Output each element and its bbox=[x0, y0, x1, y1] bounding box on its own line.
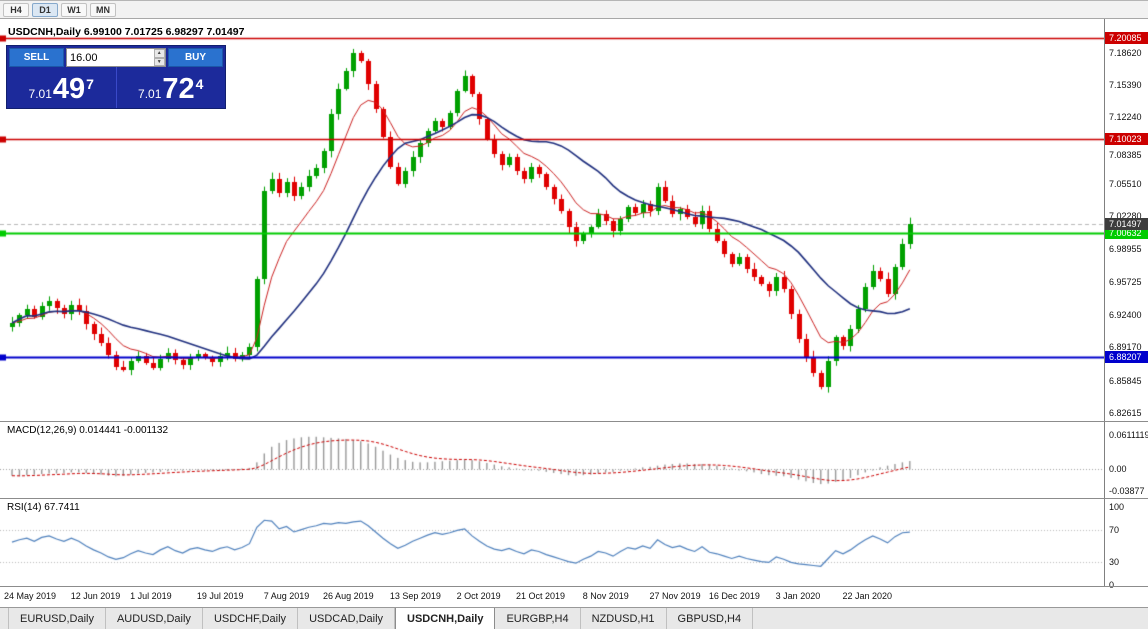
sell-price-prefix: 7.01 bbox=[28, 87, 52, 101]
date-axis-label: 13 Sep 2019 bbox=[389, 591, 441, 601]
date-axis-separator bbox=[0, 586, 1148, 587]
chart-tab-eurusd[interactable]: EURUSD,Daily bbox=[8, 608, 106, 629]
chart-ohlc-title: USDCNH,Daily 6.99100 7.01725 6.98297 7.0… bbox=[8, 26, 245, 38]
chart-tab-usdcnh[interactable]: USDCNH,Daily bbox=[395, 608, 496, 629]
chart-tab-gbpusd[interactable]: GBPUSD,H4 bbox=[667, 608, 754, 629]
price-axis-label: 7.18620 bbox=[1109, 48, 1142, 58]
volume-spin-buttons: ▲ ▼ bbox=[153, 49, 165, 66]
price-axis-label: 7.02280 bbox=[1109, 211, 1142, 221]
volume-input[interactable] bbox=[67, 49, 154, 66]
buy-price-prefix: 7.01 bbox=[138, 87, 162, 101]
price-axis: 7.18620 7.15390 7.12240 7.08385 7.05510 7.022… bbox=[1104, 19, 1148, 590]
timeframe-mn-button[interactable]: MN bbox=[90, 2, 116, 17]
chart-tab-usdcad[interactable]: USDCAD,Daily bbox=[298, 608, 396, 629]
price-axis-badge: 7.20085 bbox=[1105, 32, 1148, 44]
timeframe-h4-button[interactable]: H4 bbox=[3, 2, 29, 17]
chart-tab-audusd[interactable]: AUDUSD,Daily bbox=[106, 608, 203, 629]
date-axis-label: 1 Jul 2019 bbox=[130, 591, 172, 601]
date-axis-label: 26 Aug 2019 bbox=[323, 591, 374, 601]
buy-price-big: 72 bbox=[162, 73, 195, 105]
chart-tab-usdchf[interactable]: USDCHF,Daily bbox=[203, 608, 299, 629]
chart-tab-eurgbp[interactable]: EURGBP,H4 bbox=[495, 608, 581, 629]
buy-price-display[interactable]: 7.01 72 4 bbox=[117, 67, 226, 108]
price-axis-label: 0 bbox=[1109, 580, 1115, 590]
timeframe-w1-button[interactable]: W1 bbox=[61, 2, 87, 17]
price-axis-label: 7.15390 bbox=[1109, 80, 1142, 90]
chart-plot-canvas[interactable] bbox=[0, 19, 1104, 587]
price-axis-badge: 6.88207 bbox=[1105, 351, 1148, 363]
sell-price-sup: 7 bbox=[86, 76, 94, 92]
price-axis-label: -0.03877 bbox=[1109, 486, 1145, 496]
price-axis-badge: 7.10023 bbox=[1105, 133, 1148, 145]
price-axis-label: 7.08385 bbox=[1109, 150, 1142, 160]
date-axis-label: 19 Jul 2019 bbox=[196, 591, 244, 601]
panel-splitter-macd[interactable] bbox=[0, 421, 1148, 422]
sell-button[interactable]: SELL bbox=[9, 48, 64, 67]
date-axis-label: 24 May 2019 bbox=[4, 591, 57, 601]
sell-price-display[interactable]: 7.01 49 7 bbox=[7, 67, 116, 108]
price-axis-badge: 7.01497 bbox=[1105, 218, 1148, 230]
date-axis-label: 16 Dec 2019 bbox=[708, 591, 760, 601]
trade-prices-row: 7.01 49 7 7.01 72 4 bbox=[7, 67, 225, 108]
price-axis-label: 6.85845 bbox=[1109, 376, 1142, 386]
price-axis-label: 6.98955 bbox=[1109, 244, 1142, 254]
price-axis-label: 6.92400 bbox=[1109, 310, 1142, 320]
volume-spinner[interactable]: ▲ ▼ bbox=[66, 48, 166, 67]
date-axis-label: 12 Jun 2019 bbox=[70, 591, 121, 601]
rsi-indicator-label: RSI(14) 67.7411 bbox=[7, 502, 80, 513]
chart-tabs-bar: EURUSD,Daily AUDUSD,Daily USDCHF,Daily USDC… bbox=[0, 607, 1148, 629]
panel-splitter-rsi[interactable] bbox=[0, 498, 1148, 499]
buy-button[interactable]: BUY bbox=[168, 48, 223, 67]
buy-price-sup: 4 bbox=[195, 76, 204, 92]
date-axis-label: 21 Oct 2019 bbox=[515, 591, 566, 601]
price-axis-label: 6.89170 bbox=[1109, 342, 1142, 352]
date-axis-label: 27 Nov 2019 bbox=[649, 591, 701, 601]
price-axis-label: 6.82615 bbox=[1109, 408, 1142, 418]
timeframe-d1-button[interactable]: D1 bbox=[32, 2, 58, 17]
price-axis-label: 6.95725 bbox=[1109, 277, 1142, 287]
trade-price-divider bbox=[115, 67, 117, 108]
date-axis-label: 3 Jan 2020 bbox=[775, 591, 821, 601]
price-axis-badge: 7.00632 bbox=[1105, 227, 1148, 239]
price-axis-label: 7.12240 bbox=[1109, 112, 1142, 122]
sell-price-big: 49 bbox=[52, 73, 86, 105]
price-axis-label: 100 bbox=[1109, 502, 1125, 512]
price-axis-label: 70 bbox=[1109, 525, 1120, 535]
price-axis-label: 7.05510 bbox=[1109, 179, 1142, 189]
date-axis-label: 2 Oct 2019 bbox=[456, 591, 501, 601]
volume-up-button[interactable]: ▲ bbox=[153, 49, 165, 58]
price-axis-label: 0.0611119 bbox=[1109, 430, 1148, 440]
trade-controls-row: SELL ▲ ▼ BUY bbox=[7, 46, 225, 67]
date-axis-label: 22 Jan 2020 bbox=[842, 591, 892, 601]
date-axis-label: 8 Nov 2019 bbox=[582, 591, 629, 601]
price-axis-label: 0.00 bbox=[1109, 464, 1127, 474]
timeframe-toolbar: H4 D1 W1 MN bbox=[0, 1, 1148, 19]
date-axis: 24 May 2019 12 Jun 2019 1 Jul 2019 19 Jul 2… bbox=[0, 587, 1104, 606]
chart-tab-nzdusd[interactable]: NZDUSD,H1 bbox=[581, 608, 667, 629]
date-axis-label: 7 Aug 2019 bbox=[263, 591, 310, 601]
volume-down-button[interactable]: ▼ bbox=[153, 57, 165, 66]
price-axis-label: 30 bbox=[1109, 557, 1120, 567]
macd-indicator-label: MACD(12,26,9) 0.014441 -0.001132 bbox=[7, 425, 169, 436]
